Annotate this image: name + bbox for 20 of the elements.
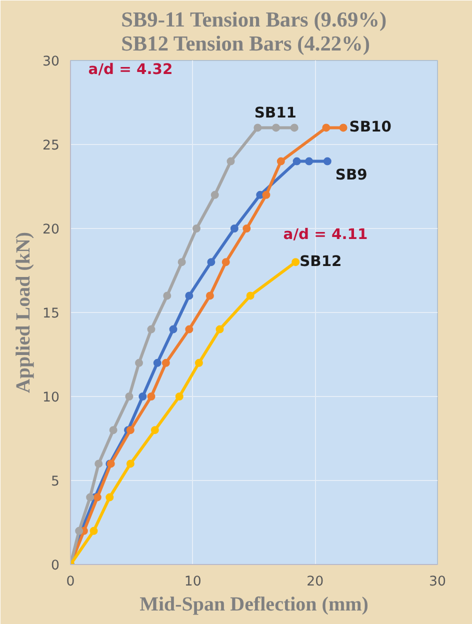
series-label: SB12 bbox=[300, 253, 342, 270]
y-axis-title: Applied Load (kN) bbox=[12, 232, 35, 394]
y-tick-label: 0 bbox=[51, 558, 60, 574]
series-label: SB9 bbox=[335, 166, 368, 184]
x-tick-label: 0 bbox=[66, 574, 75, 590]
y-tick-label: 15 bbox=[42, 306, 60, 322]
series-label: SB10 bbox=[349, 118, 392, 136]
chart-title: SB9-11 Tension Bars (9.69%) SB12 Tension Bars (4.22%) bbox=[121, 8, 387, 56]
y-tick-label: 25 bbox=[42, 138, 60, 154]
x-tick-label: 10 bbox=[184, 574, 202, 590]
y-tick-label: 20 bbox=[42, 222, 60, 238]
x-tick-label: 20 bbox=[306, 574, 324, 590]
series-label: SB11 bbox=[254, 104, 296, 122]
x-tick-label: 30 bbox=[429, 574, 446, 590]
y-tick-label: 10 bbox=[42, 390, 60, 406]
annotation: a/d = 4.32 bbox=[88, 61, 173, 78]
annotation: a/d = 4.11 bbox=[283, 226, 368, 243]
y-tick-label: 30 bbox=[42, 54, 60, 70]
x-axis-title: Mid-Span Deflection (mm) bbox=[140, 594, 368, 616]
y-tick-label: 5 bbox=[51, 474, 60, 490]
